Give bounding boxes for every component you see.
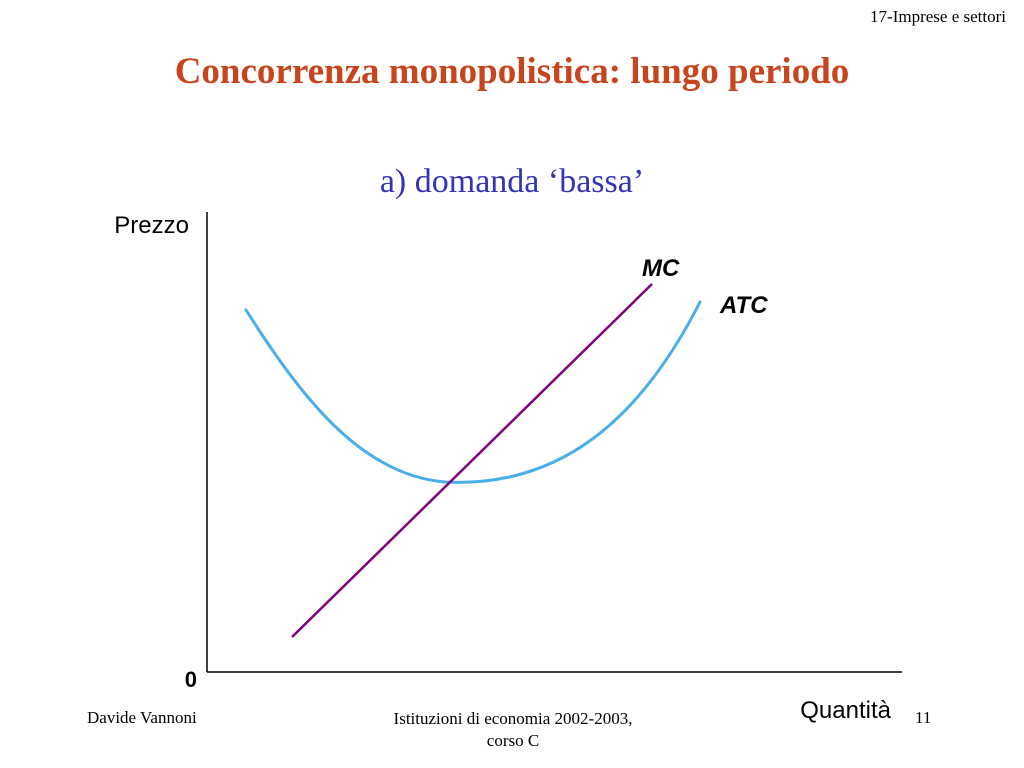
x-axis-label: Quantità [800, 697, 891, 724]
header-tag: 17-Imprese e settori [870, 7, 1006, 26]
atc-curve [244, 300, 702, 484]
footer-course: Istituzioni di economia 2002-2003, corso… [363, 708, 663, 752]
footer-course-line2: corso C [486, 731, 540, 750]
y-axis-label: Prezzo [114, 212, 189, 239]
footer-course-line1: Istituzioni di economia 2002-2003, [393, 709, 633, 728]
slide-subtitle: a) domanda ‘bassa’ [379, 163, 645, 200]
origin-label: 0 [185, 667, 197, 692]
mc-label: MC [642, 255, 680, 282]
slide-title: Concorrenza monopolistica: lungo periodo [174, 51, 850, 92]
page-number: 11 [915, 708, 932, 727]
atc-label: ATC [719, 292, 768, 319]
mc-line [291, 283, 653, 638]
footer-author: Davide Vannoni [87, 708, 197, 727]
